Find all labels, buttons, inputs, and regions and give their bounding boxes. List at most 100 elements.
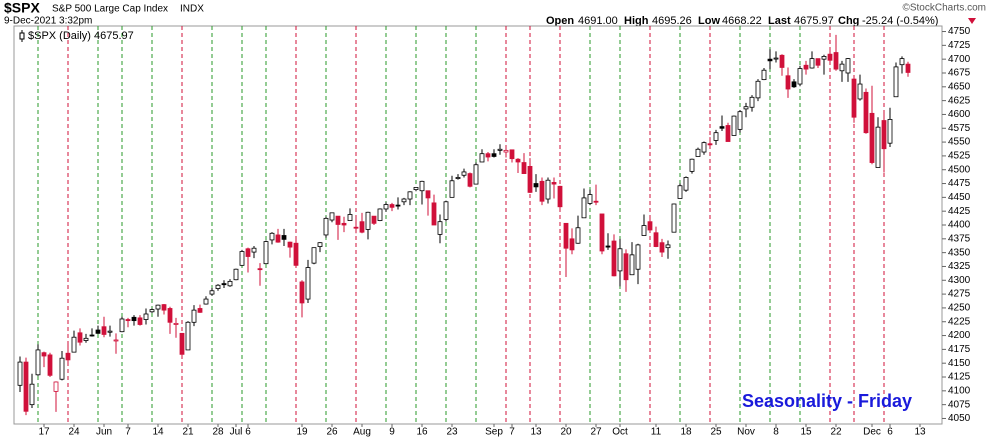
candle-body	[503, 149, 509, 153]
candle-body	[629, 254, 635, 276]
candle-body	[767, 58, 773, 62]
candle-body	[203, 298, 209, 305]
x-tick-label: Oct	[612, 427, 628, 438]
candle-body	[293, 242, 299, 266]
candle-body	[887, 119, 893, 144]
candle-body	[809, 58, 815, 69]
candle-body	[521, 162, 527, 174]
x-tick-label: 18	[680, 427, 692, 438]
candle-body	[737, 111, 743, 130]
candle-body	[761, 69, 767, 81]
candle-body	[713, 132, 719, 141]
candle-body	[419, 180, 425, 192]
x-tick-label: 21	[182, 427, 194, 438]
candle-body	[251, 247, 257, 253]
candle-body	[857, 83, 863, 100]
candle-body	[485, 153, 491, 158]
candle-body	[329, 212, 335, 221]
x-tick-label: Sep	[485, 427, 503, 438]
x-tick-label: Aug	[353, 427, 371, 438]
candle-body	[119, 318, 125, 333]
candle-body	[341, 222, 347, 226]
y-tick-label: 4400	[948, 220, 971, 231]
candle-body	[269, 232, 275, 241]
y-tick-label: 4650	[948, 81, 971, 92]
candle-body	[53, 381, 59, 392]
candle-body	[731, 115, 737, 136]
candle-body	[191, 309, 197, 323]
candle-body	[791, 81, 797, 88]
candle-body	[665, 244, 671, 249]
x-tick-label: 7	[125, 427, 131, 438]
candle-body	[749, 96, 755, 108]
x-tick-label: 8	[773, 427, 779, 438]
y-tick-label: 4075	[948, 399, 971, 410]
candle-body	[29, 383, 35, 406]
candle-body	[773, 57, 779, 60]
candle-body	[131, 316, 137, 322]
candle-body	[785, 75, 791, 90]
y-tick-label: 4100	[948, 385, 971, 396]
candle-body	[617, 248, 623, 272]
x-tick-label: 15	[800, 427, 812, 438]
y-tick-label: 4300	[948, 275, 971, 286]
x-tick-label: 17	[38, 427, 50, 438]
candle-body	[65, 352, 71, 361]
candle-body	[257, 268, 263, 271]
last-label: Last	[768, 15, 791, 27]
y-tick-label: 4475	[948, 178, 971, 189]
candle-body	[47, 354, 53, 376]
y-tick-label: 4325	[948, 261, 971, 272]
candle-body	[101, 326, 107, 335]
candle-body	[23, 361, 29, 412]
y-tick-label: 4725	[948, 40, 971, 51]
y-tick-label: 4575	[948, 123, 971, 134]
candle-body	[701, 142, 707, 153]
candle-body	[311, 247, 317, 264]
symbol: $SPX	[4, 0, 40, 16]
candle-body	[545, 179, 551, 200]
candle-body	[845, 58, 851, 74]
y-tick-label: 4625	[948, 95, 971, 106]
x-tick-label: 9	[389, 427, 395, 438]
y-tick-label: 4425	[948, 206, 971, 217]
candle-body	[239, 251, 245, 266]
high-label: High	[624, 15, 649, 27]
candle-body	[551, 182, 557, 185]
candle-body	[173, 322, 179, 325]
candle-body	[77, 332, 83, 343]
x-tick-label: Jul	[230, 427, 243, 438]
x-tick-label: 13	[530, 427, 542, 438]
candle-body	[743, 106, 749, 110]
x-tick-label: 28	[212, 427, 224, 438]
candle-body	[197, 308, 203, 313]
candle-body	[671, 203, 677, 233]
candle-body	[185, 321, 191, 351]
candle-body	[299, 281, 305, 304]
candle-body	[491, 153, 497, 157]
candle-body	[635, 244, 641, 270]
x-tick-label: 22	[830, 427, 842, 438]
candle-body	[125, 319, 131, 322]
candle-body	[107, 330, 113, 333]
candle-body	[659, 242, 665, 253]
candle-body	[149, 309, 155, 313]
x-tick-label: 14	[152, 427, 164, 438]
y-tick-label: 4050	[948, 413, 971, 424]
y-tick-label: 4150	[948, 358, 971, 369]
x-tick-label: 23	[446, 427, 458, 438]
y-tick-label: 4700	[948, 54, 971, 65]
y-tick-label: 4225	[948, 316, 971, 327]
y-tick-label: 4550	[948, 137, 971, 148]
candle-body	[611, 240, 617, 277]
candle-body	[563, 222, 569, 249]
candle-body	[707, 143, 713, 146]
candle-body	[497, 148, 503, 151]
candle-body	[83, 337, 89, 341]
chg-label: Chg	[838, 15, 859, 27]
y-tick-label: 4175	[948, 344, 971, 355]
y-tick-label: 4250	[948, 303, 971, 314]
candle-body	[881, 120, 887, 150]
candle-body	[569, 238, 575, 251]
